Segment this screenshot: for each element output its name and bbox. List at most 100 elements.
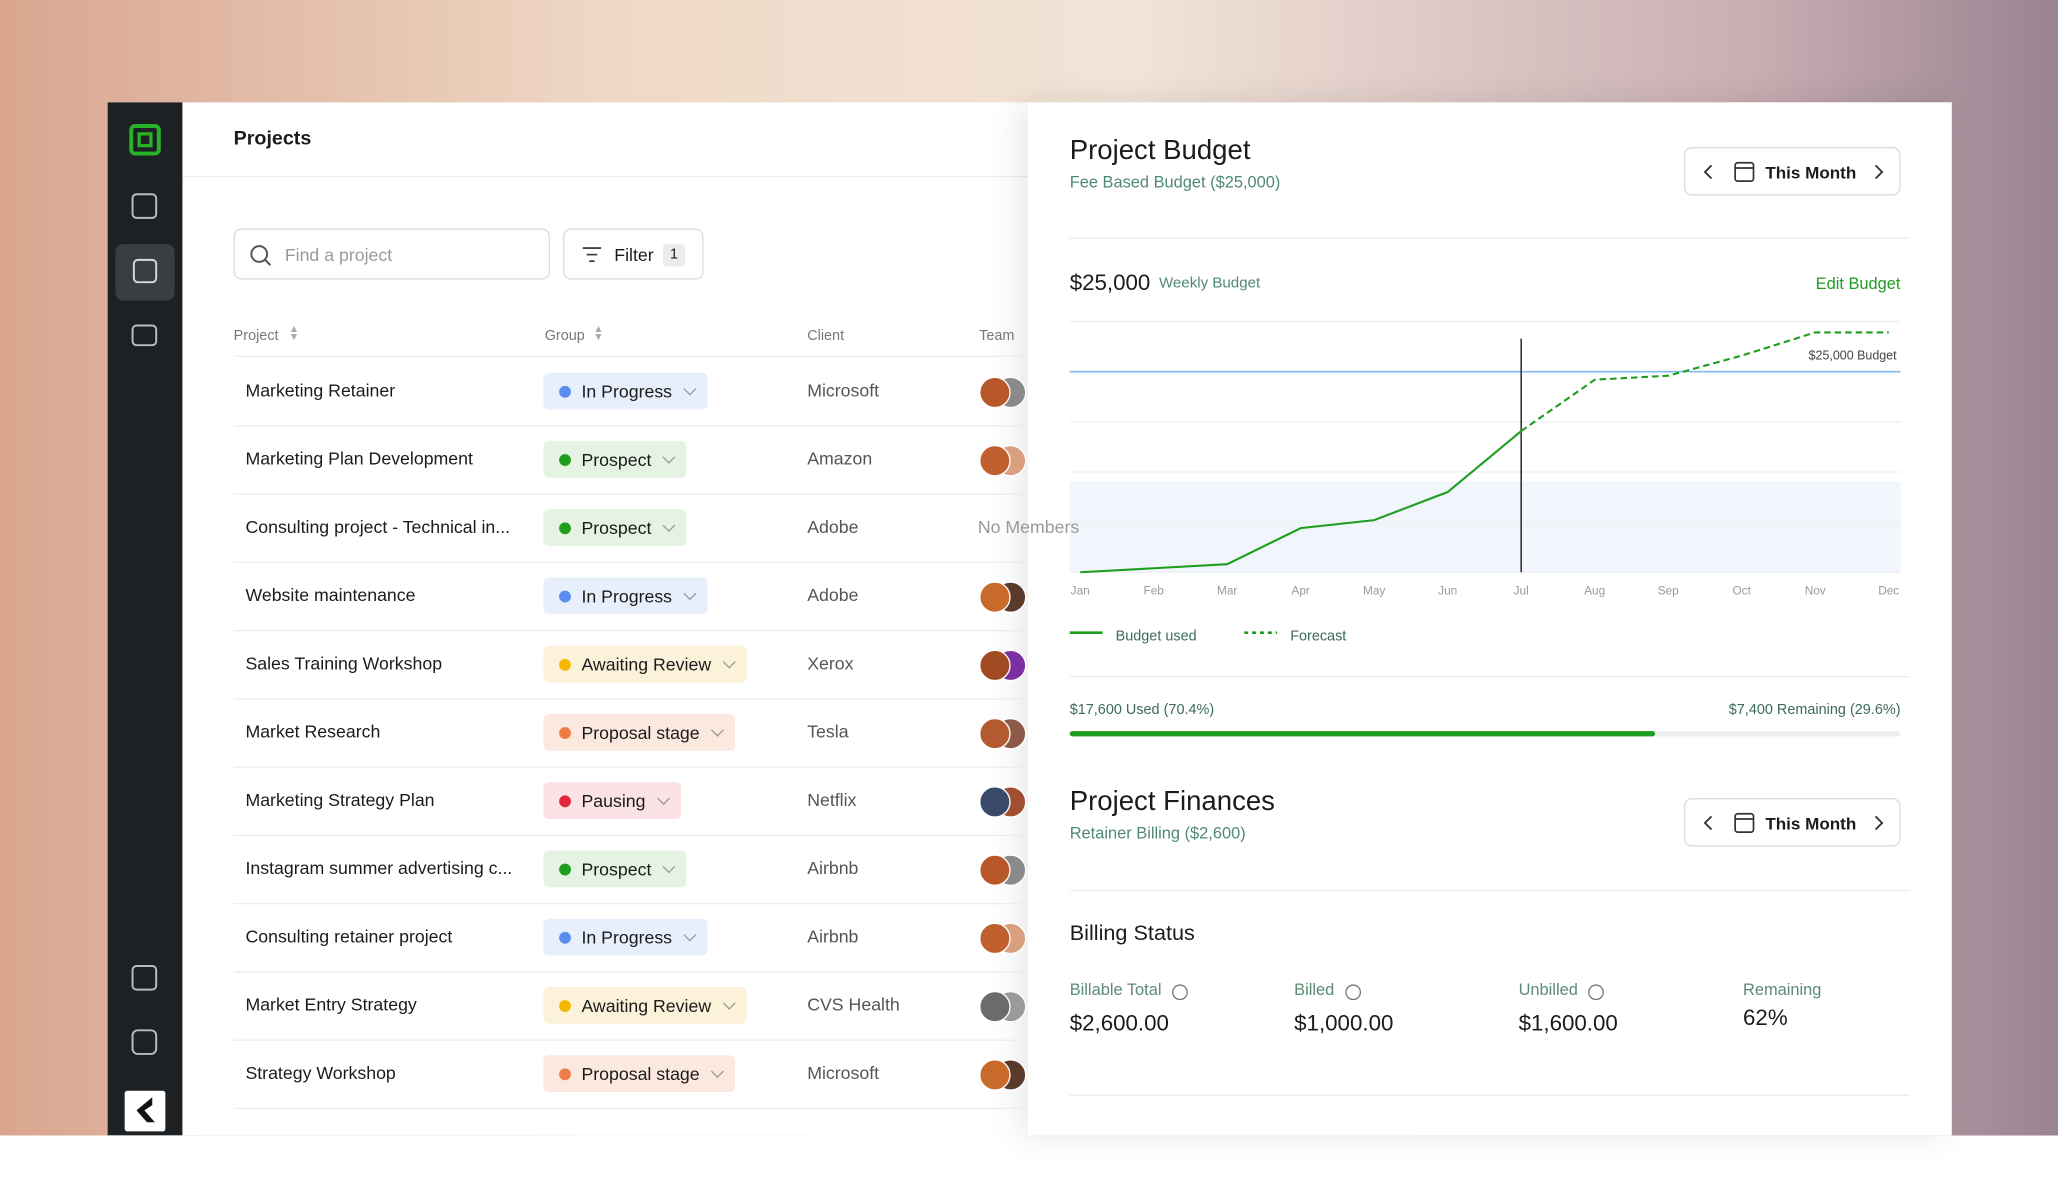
row-divider xyxy=(233,1039,1028,1041)
legend-label: Budget used xyxy=(1116,629,1197,645)
group-label: Awaiting Review xyxy=(581,654,712,674)
budget-title: Project Budget xyxy=(1069,135,1251,166)
budget-subtitle: Fee Based Budget ($25,000) xyxy=(1069,173,1281,192)
nav-projects xyxy=(132,258,158,284)
group-dot xyxy=(559,726,571,739)
search-icon xyxy=(250,245,272,266)
info-icon xyxy=(1345,984,1362,1001)
group-dot xyxy=(559,931,571,944)
project-name[interactable]: Website maintenance xyxy=(245,585,416,606)
series-line xyxy=(1520,331,1889,432)
group-pill[interactable]: Pausing xyxy=(543,782,681,819)
group-pill[interactable]: In Progress xyxy=(543,918,708,956)
header-divider xyxy=(233,355,1028,357)
project-name[interactable]: Marketing Strategy Plan xyxy=(245,790,435,810)
row-divider xyxy=(233,1107,1028,1110)
search-box[interactable]: Find a project xyxy=(233,228,550,280)
client-name: Airbnb xyxy=(807,926,859,947)
logo xyxy=(129,124,161,156)
group-label: Prospect xyxy=(581,449,652,470)
client-name: Adobe xyxy=(807,517,859,537)
group-pill[interactable]: Proposal stage xyxy=(543,714,736,751)
nav-active[interactable] xyxy=(115,244,175,301)
budget-amount-label: Weekly Budget xyxy=(1158,275,1261,292)
budget-period-picker[interactable]: This Month xyxy=(1683,147,1901,196)
client-name: Adobe xyxy=(807,585,859,606)
nav-contacts[interactable] xyxy=(131,193,158,219)
group-dot xyxy=(559,999,571,1012)
nav-billing[interactable] xyxy=(131,324,158,347)
remaining-label: $7,400 Remaining (29.6%) xyxy=(1728,702,1901,718)
group-label: Pausing xyxy=(581,790,646,811)
client-name: CVS Health xyxy=(807,994,900,1015)
info-icon xyxy=(1172,984,1188,1001)
group-chevron xyxy=(722,996,736,1010)
chart-band xyxy=(1069,481,1901,573)
legend-label: Forecast xyxy=(1290,629,1346,645)
x-tick-label: Jan xyxy=(1071,584,1090,598)
divider xyxy=(1069,1094,1910,1096)
group-pill[interactable]: Proposal stage xyxy=(543,1055,736,1092)
team-label: No Members xyxy=(977,517,1080,537)
x-tick-label: Jul xyxy=(1514,584,1529,598)
finances-period: This Month xyxy=(1765,813,1857,834)
info-icon xyxy=(1588,984,1604,1001)
divider xyxy=(1069,675,1910,678)
column-header: Project xyxy=(233,328,279,344)
avatar xyxy=(979,990,1011,1023)
group-chevron xyxy=(683,586,697,600)
project-name[interactable]: Strategy Workshop xyxy=(245,1063,396,1083)
project-name[interactable]: Consulting project - Technical in... xyxy=(245,517,511,537)
project-name[interactable]: Market Research xyxy=(245,721,381,742)
group-pill[interactable]: Awaiting Review xyxy=(543,987,747,1024)
group-dot xyxy=(559,658,571,671)
group-pill[interactable]: Prospect xyxy=(543,509,687,546)
group-dot xyxy=(559,453,571,466)
divider xyxy=(1069,237,1910,239)
series-line xyxy=(1080,430,1522,574)
column-header: Group xyxy=(544,328,585,344)
project-name[interactable]: Marketing Retainer xyxy=(245,380,396,401)
group-chevron xyxy=(662,450,676,464)
edit-budget[interactable]: Edit Budget xyxy=(1815,274,1901,293)
group-chevron xyxy=(711,1064,725,1078)
group-label: Prospect xyxy=(581,859,652,879)
project-name[interactable]: Market Entry Strategy xyxy=(245,994,417,1015)
group-pill[interactable]: In Progress xyxy=(543,372,708,410)
group-dot xyxy=(559,385,571,398)
budget-chart: Jan Feb Mar Apr May Jun Jul Aug Sep Oct Nov Dec $25,… xyxy=(1069,320,1901,645)
nav-integrations[interactable] xyxy=(131,1029,158,1055)
group-pill[interactable]: In Progress xyxy=(543,577,708,615)
workspace-logo[interactable] xyxy=(124,1090,166,1132)
budget-reference-label: $25,000 Budget xyxy=(1809,349,1897,363)
project-name[interactable]: Consulting retainer project xyxy=(245,926,453,947)
client-name: Xerox xyxy=(807,653,854,674)
x-tick-label: Aug xyxy=(1584,584,1605,598)
group-pill[interactable]: Awaiting Review xyxy=(543,645,747,683)
group-label: In Progress xyxy=(581,586,673,606)
row-divider xyxy=(233,561,1028,564)
row-divider xyxy=(233,766,1028,768)
header-divider xyxy=(182,175,1028,178)
workspace-glyph xyxy=(136,1097,155,1123)
group-pill[interactable]: Prospect xyxy=(543,850,687,888)
progress-fill xyxy=(1069,731,1655,737)
client-name: Netflix xyxy=(807,790,857,810)
sidebar xyxy=(107,102,183,1136)
group-pill[interactable]: Prospect xyxy=(543,441,687,478)
group-chevron xyxy=(662,859,676,873)
finances-period-picker[interactable]: This Month xyxy=(1683,798,1901,847)
row-divider xyxy=(233,971,1028,973)
row-divider xyxy=(233,698,1028,700)
budget-period: This Month xyxy=(1765,162,1857,183)
project-name[interactable]: Instagram summer advertising c... xyxy=(245,858,513,879)
x-tick-label: Dec xyxy=(1878,584,1899,598)
row-divider xyxy=(233,425,1028,427)
filter-button[interactable]: Filter 1 xyxy=(563,228,704,280)
project-name[interactable]: Marketing Plan Development xyxy=(245,448,473,469)
x-tick-label: Apr xyxy=(1292,584,1310,598)
nav-reports[interactable] xyxy=(131,965,158,991)
project-name[interactable]: Sales Training Workshop xyxy=(245,653,443,674)
used-label: $17,600 Used (70.4%) xyxy=(1069,702,1215,718)
